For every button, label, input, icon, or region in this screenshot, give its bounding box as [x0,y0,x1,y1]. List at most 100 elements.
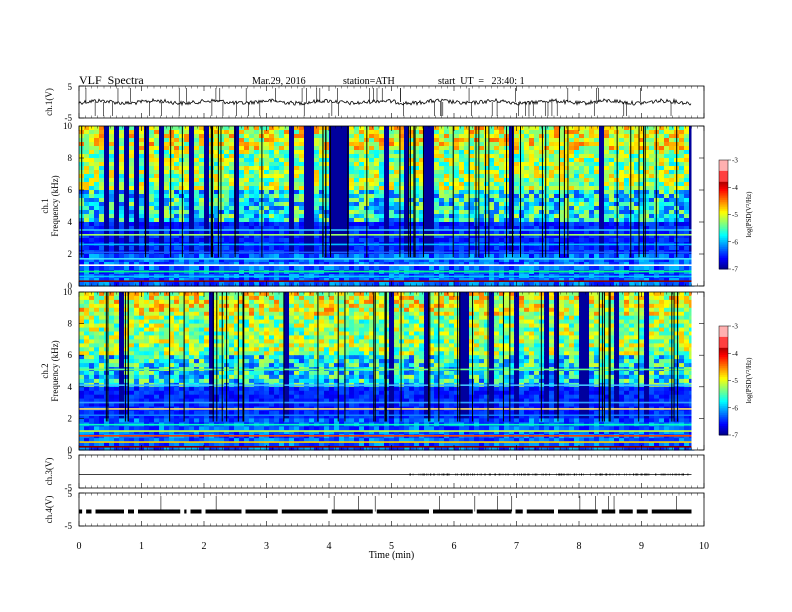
spectrogram-cell [644,214,650,219]
spectrogram-cell [679,214,685,219]
spectrogram-cell [389,142,395,147]
spectrogram-cell [289,158,295,163]
spectrogram-cell [379,198,385,203]
spectrogram-cell [394,258,400,263]
spectrogram-cell [189,134,195,139]
spectrogram-cell [129,134,135,139]
spectrogram-cell [384,206,390,211]
spectrogram-cell [404,150,410,155]
spectrogram-cell [514,150,520,155]
spectrogram-cell [99,222,105,227]
spectrogram-cell [284,230,290,235]
spectrogram-cell [189,182,195,187]
spectrogram-cell [349,246,355,251]
spectrogram-cell [414,218,420,223]
spectrogram-cell [154,210,160,215]
spectrogram-cell [384,238,390,243]
spectrogram-cell [269,174,275,179]
spectrogram-cell [599,158,605,163]
spectrogram-cell [464,162,470,167]
spectrogram-cell [119,178,125,183]
spectrogram-cell [299,262,305,267]
spectrogram-cell [549,126,555,131]
spectrogram-cell [339,150,345,155]
spectrogram-cell [439,234,445,239]
spectrogram-cell [239,278,245,283]
spectrogram-cell [439,182,445,187]
spectrogram-cell [639,230,645,235]
spectrogram-cell [409,194,415,199]
spectrogram-cell [489,238,495,243]
spectrogram-cell [164,126,170,131]
spectrogram-cell [434,166,440,171]
spectrogram-cell [189,226,195,231]
spectrogram-cell [659,166,665,171]
spectrogram-cell [219,206,225,211]
spectrogram-cell [204,254,210,259]
spectrogram-cell [414,162,420,167]
spectrogram-cell [224,278,230,283]
spectrogram-cell [119,218,125,223]
spectrogram-cell [609,230,615,235]
spectrogram-cell [579,258,585,263]
spectrogram-cell [154,202,160,207]
spectrogram-cell [409,150,415,155]
spectrogram-cell [564,222,570,227]
spectrogram-cell [309,222,315,227]
spectrogram-cell [369,182,375,187]
spectrogram-cell [549,166,555,171]
spectrogram-cell [234,194,240,199]
spectrogram-cell [89,166,95,171]
spectrogram-cell [339,206,345,211]
spectrogram-cell [214,130,220,135]
spectrogram-cell [284,174,290,179]
spectrogram-cell [594,194,600,199]
spectrogram-cell [639,186,645,191]
spectrogram-cell [334,190,340,195]
spectrogram-cell [89,202,95,207]
spectrogram-cell [279,258,285,263]
spectrogram-cell [594,246,600,251]
spectrogram-cell [149,126,155,131]
spectrogram-cell [649,162,655,167]
spectrogram-cell [119,246,125,251]
spectrogram-cell [604,154,610,159]
spectrogram-cell [149,266,155,271]
spectrogram-cell [549,158,555,163]
spectrogram-cell [329,218,335,223]
spectrogram-cell [334,210,340,215]
spectrogram-cell [559,206,565,211]
spectrogram-cell [84,146,90,151]
spectrogram-cell [479,174,485,179]
spectrogram-cell [669,254,675,259]
spectrogram-cell [369,206,375,211]
spectrogram-cell [404,134,410,139]
spectrogram-cell [584,246,590,251]
spectrogram-cell [94,198,100,203]
spectrogram-cell [124,186,130,191]
spectrogram-cell [514,142,520,147]
spectrogram-cell [109,254,115,259]
spectrogram-cell [494,130,500,135]
spectrogram-cell [189,230,195,235]
spectrogram-cell [579,194,585,199]
spectrogram-cell [624,170,630,175]
spectrogram-cell [204,126,210,131]
spectrogram-cell [539,182,545,187]
spectrogram-cell [344,246,350,251]
spectrogram-cell [109,202,115,207]
spectrogram-cell [529,162,535,167]
spectrogram-cell [599,198,605,203]
spectrogram-cell [524,154,530,159]
spectrogram-cell [84,134,90,139]
spectrogram-cell [514,210,520,215]
spectrogram-cell [354,206,360,211]
spectrogram-cell [524,138,530,143]
spectrogram-cell [109,182,115,187]
spectrogram-cell [294,258,300,263]
spectrogram-cell [324,222,330,227]
spectrogram-cell [194,190,200,195]
spectrogram-cell [449,214,455,219]
spectrogram-cell [649,166,655,171]
spectrogram-cell [314,190,320,195]
